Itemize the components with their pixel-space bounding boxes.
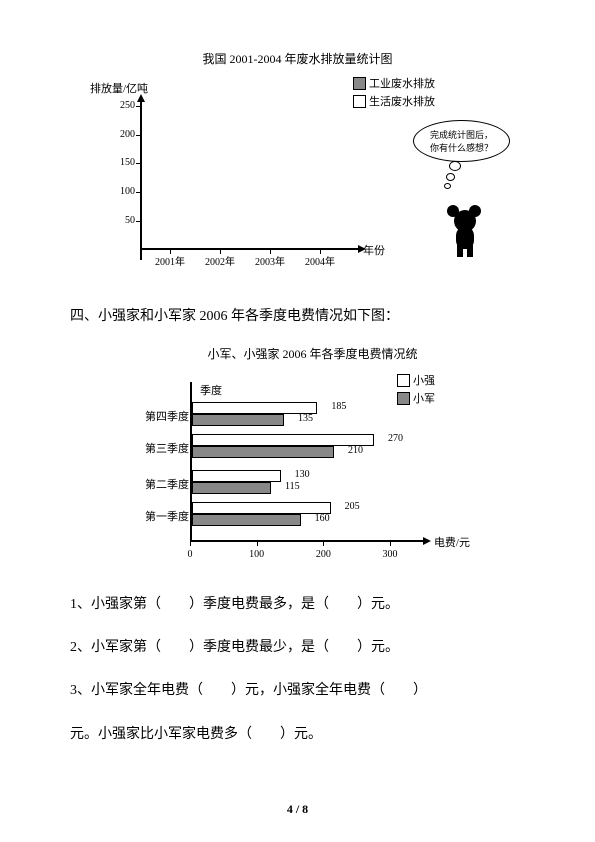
x-tick-label: 2003年 — [250, 253, 290, 268]
y-tick-label: 150 — [110, 157, 135, 168]
speech-bubble: 完成统计图后， 你有什么感想？ — [413, 120, 510, 162]
bar-xiaojun: 135 — [192, 414, 284, 426]
legend-label: 生活废水排放 — [369, 93, 435, 109]
mickey-icon — [445, 205, 485, 260]
x-tick-label: 2002年 — [200, 253, 240, 268]
bar-xiaoqiang: 270 — [192, 434, 374, 446]
speech-line2: 你有什么感想？ — [430, 141, 493, 154]
legend-item: 工业废水排放 — [353, 75, 435, 91]
chart1-legend: 工业废水排放 生活废水排放 — [353, 75, 435, 111]
y-axis — [140, 100, 142, 260]
bar-xiaojun: 160 — [192, 514, 301, 526]
legend-item: 生活废水排放 — [353, 93, 435, 109]
x-tick-label: 200 — [308, 549, 338, 560]
chart1-title: 我国 2001-2004 年废水排放量统计图 — [70, 50, 525, 67]
section4-heading: 四、小强家和小军家 2006 年各季度电费情况如下图： — [70, 305, 525, 325]
chart2-y-label: 季度 — [200, 382, 222, 398]
legend-box-xiaoqiang — [397, 374, 410, 387]
quarter-label: 第二季度 — [134, 476, 189, 492]
bar-value: 130 — [295, 469, 310, 480]
legend-box-industrial — [353, 77, 366, 90]
x-tick-label: 0 — [175, 549, 205, 560]
legend-box-domestic — [353, 95, 366, 108]
bar-xiaojun: 115 — [192, 482, 271, 494]
quarter-label: 第三季度 — [134, 440, 189, 456]
question-2: 2、小军家第（ ）季度电费最少，是（ ）元。 — [70, 635, 525, 660]
x-tick-label: 2004年 — [300, 253, 340, 268]
page-number: 4 / 8 — [0, 802, 595, 817]
question-1: 1、小强家第（ ）季度电费最多，是（ ）元。 — [70, 592, 525, 617]
speech-line1: 完成统计图后， — [430, 128, 493, 141]
question-3b: 元。小强家比小军家电费多（ ）元。 — [70, 722, 525, 747]
legend-label: 小强 — [413, 372, 435, 388]
bar-xiaojun: 210 — [192, 446, 334, 458]
bar-xiaoqiang: 205 — [192, 502, 331, 514]
bar-value: 210 — [348, 445, 363, 456]
quarter-label: 第一季度 — [134, 508, 189, 524]
x-tick-label: 100 — [242, 549, 272, 560]
bar-value: 205 — [345, 501, 360, 512]
y-tick-label: 100 — [110, 186, 135, 197]
bar-value: 135 — [298, 413, 313, 424]
y-tick-label: 250 — [110, 100, 135, 111]
y-tick-label: 50 — [110, 215, 135, 226]
quarter-label: 第四季度 — [134, 408, 189, 424]
x-tick-label: 300 — [375, 549, 405, 560]
y-tick-label: 200 — [110, 129, 135, 140]
chart1: 排放量/亿吨 工业废水排放 生活废水排放 50100150200250 2001… — [70, 75, 525, 285]
x-axis — [140, 248, 360, 250]
legend-item: 小强 — [397, 372, 435, 388]
chart2-plot: 季度 电费/元 第四季度185135第三季度270210第二季度130115第一… — [190, 392, 420, 542]
question-3a: 3、小军家全年电费（ ）元，小强家全年电费（ ） — [70, 678, 525, 703]
chart1-x-label: 年份 — [363, 242, 385, 258]
legend-label: 工业废水排放 — [369, 75, 435, 91]
chart2-title: 小军、小强家 2006 年各季度电费情况统 — [100, 345, 525, 362]
x-tick-label: 2001年 — [150, 253, 190, 268]
chart2: 小强 小军 季度 电费/元 第四季度185135第三季度270210第二季度13… — [120, 377, 525, 567]
bar-value: 160 — [315, 513, 330, 524]
bar-value: 270 — [388, 433, 403, 444]
bar-value: 185 — [331, 401, 346, 412]
bar-xiaoqiang: 130 — [192, 470, 281, 482]
chart1-plot: 50100150200250 2001年2002年2003年2004年 年份 — [140, 100, 350, 250]
bar-value: 115 — [285, 481, 300, 492]
chart2-x-label: 电费/元 — [434, 534, 470, 550]
